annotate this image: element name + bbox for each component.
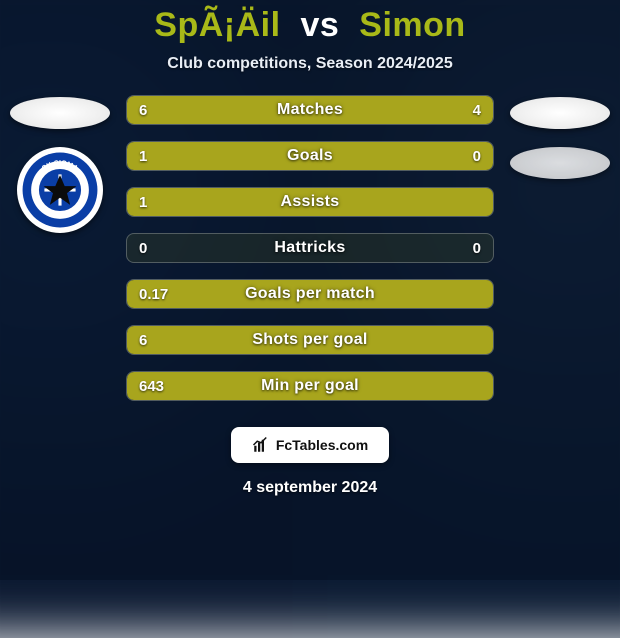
stat-row: Assists1 [126, 187, 494, 217]
stat-bar-right [420, 142, 493, 170]
chart-icon [252, 436, 270, 454]
stat-bar-right [347, 96, 493, 124]
right-column [500, 95, 620, 179]
subtitle: Club competitions, Season 2024/2025 [167, 55, 452, 73]
source-brand-text: FcTables.com [276, 437, 368, 453]
club-crest-icon: SK SIGMA OLOMOUC a.s. [21, 151, 99, 229]
stat-bar-left [127, 372, 493, 400]
player1-photo-placeholder [10, 97, 110, 129]
left-column: SK SIGMA OLOMOUC a.s. [0, 95, 120, 233]
stat-bar-left [127, 142, 420, 170]
stat-bar-left [127, 188, 493, 216]
page-title: SpÃ¡Äil vs Simon [154, 6, 465, 45]
vs-separator: vs [301, 6, 340, 44]
stat-value-right: 0 [461, 234, 493, 262]
stat-row: Goals10 [126, 141, 494, 171]
comparison-bars: Matches64 Goals10 Assists1 Hattricks0 0 Goals… [120, 95, 500, 401]
player2-photo-placeholder [510, 97, 610, 129]
stat-bar-left [127, 280, 493, 308]
stat-label: Hattricks [127, 234, 493, 262]
stat-row: Hattricks0 0 [126, 233, 494, 263]
source-badge: FcTables.com [231, 427, 389, 463]
date-text: 4 september 2024 [243, 479, 377, 497]
player2-club-placeholder [510, 147, 610, 179]
stat-row: Goals per match0.17 [126, 279, 494, 309]
player2-name: Simon [359, 6, 465, 44]
player1-name: SpÃ¡Äil [154, 6, 280, 44]
stat-row: Matches64 [126, 95, 494, 125]
stat-bar-left [127, 96, 347, 124]
stat-bar-left [127, 326, 493, 354]
player1-club-badge: SK SIGMA OLOMOUC a.s. [17, 147, 103, 233]
stat-row: Shots per goal6 [126, 325, 494, 355]
stat-value-left: 0 [127, 234, 159, 262]
stat-row: Min per goal643 [126, 371, 494, 401]
